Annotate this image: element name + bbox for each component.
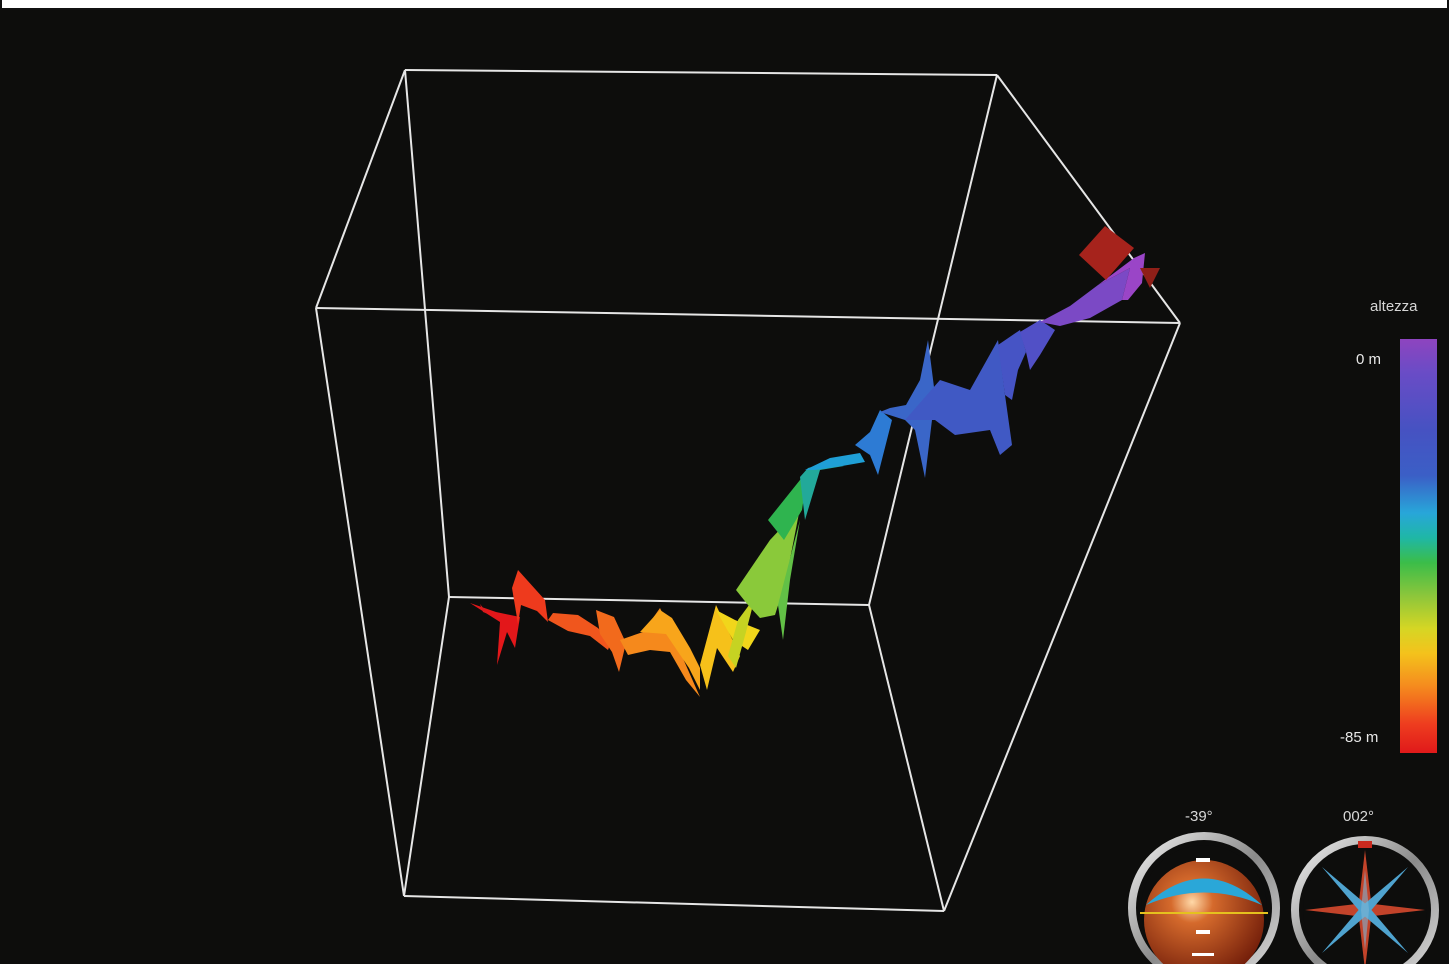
legend-title: altezza <box>1370 298 1418 315</box>
pitch-value: -39° <box>1185 808 1213 825</box>
altitude-colorbar <box>1400 339 1437 753</box>
start-marker <box>1079 226 1160 288</box>
legend-max-label: 0 m <box>1356 351 1382 368</box>
ribbon-segment <box>905 340 1012 455</box>
ribbon-segment <box>998 330 1026 400</box>
box-edge <box>403 596 450 897</box>
box-edge <box>404 69 450 598</box>
ribbon-segment <box>640 610 700 690</box>
ribbon-segment <box>480 604 488 614</box>
ribbon-segment <box>805 453 865 470</box>
ribbon-segment <box>1098 253 1145 300</box>
ribbon-segment <box>728 597 755 668</box>
ribbon-segment <box>470 603 520 665</box>
marker-square <box>1079 226 1134 280</box>
ribbon-segment <box>880 340 935 478</box>
box-edge <box>996 74 1181 324</box>
ribbon-segment <box>1020 320 1055 370</box>
bounding-box <box>315 69 1181 912</box>
box-edge <box>315 69 406 309</box>
marker-square-back <box>1140 268 1160 288</box>
ribbon-segment <box>1040 268 1130 326</box>
ribbon-segment <box>778 520 800 640</box>
pitch-gauge[interactable] <box>1128 832 1280 964</box>
ribbon-segment <box>768 470 808 540</box>
ribbon-segment <box>800 463 844 520</box>
box-edge <box>315 307 405 897</box>
ribbon-segment <box>855 410 892 475</box>
north-marker <box>1358 841 1372 848</box>
box-edge <box>943 322 1181 912</box>
compass-gauge[interactable] <box>1291 836 1439 964</box>
box-edge <box>315 307 1181 324</box>
box-edge <box>868 604 945 912</box>
legend-min-label: -85 m <box>1340 729 1379 746</box>
survey-ribbon <box>470 253 1145 697</box>
box-edge <box>448 596 870 606</box>
box-edge <box>403 895 945 912</box>
box-edge <box>868 74 998 606</box>
sky-cap <box>1146 878 1262 905</box>
ribbon-segment <box>700 605 740 690</box>
heading-value: 002° <box>1343 808 1375 825</box>
ribbon-segment <box>596 610 626 672</box>
ribbon-segment <box>548 613 611 650</box>
box-edge <box>404 69 998 76</box>
top-bar <box>0 0 1449 10</box>
ribbon-segment <box>512 570 548 624</box>
